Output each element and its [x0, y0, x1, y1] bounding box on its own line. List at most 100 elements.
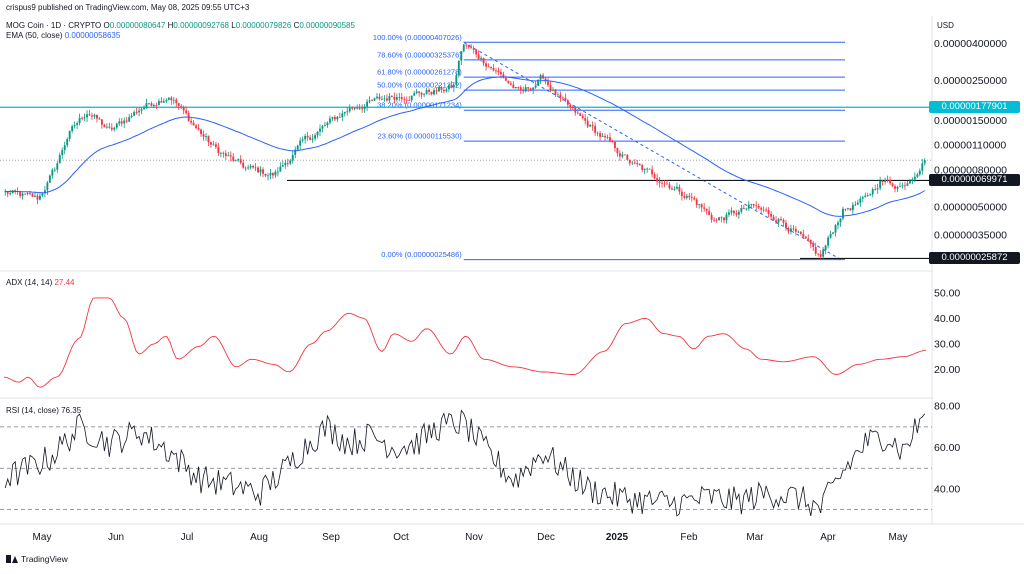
candle-body — [618, 153, 621, 157]
price-tick-label: 0.00000110000 — [934, 139, 1006, 151]
candle-body — [420, 93, 423, 95]
candle-body — [827, 237, 830, 246]
candle-body — [519, 87, 522, 91]
candle-body — [430, 91, 433, 95]
candle-body — [105, 126, 108, 128]
candle-body — [252, 166, 255, 168]
candle-body — [584, 118, 587, 121]
low-label: L — [231, 21, 236, 30]
brand-text: TradingView — [21, 554, 68, 564]
candle-body — [398, 97, 401, 98]
candle-body — [923, 160, 926, 164]
candle-body — [901, 185, 904, 187]
candle-body — [539, 75, 542, 80]
candle-body — [46, 182, 49, 191]
candle-body — [200, 129, 202, 135]
candle-body — [765, 209, 768, 211]
candle-body — [834, 225, 837, 233]
candle-body — [693, 197, 696, 200]
symbol-name[interactable]: MOG Coin · 1D · CRYPTO — [6, 21, 102, 30]
candle-body — [564, 97, 567, 101]
candle-body — [180, 106, 183, 107]
candle-body — [328, 118, 331, 123]
candle-body — [747, 204, 750, 209]
fib-level-label: 0.00% (0.00000025486) — [381, 250, 462, 259]
candle-body — [450, 85, 453, 88]
candle-body — [294, 149, 297, 155]
candle-body — [599, 133, 602, 137]
candle-body — [591, 125, 594, 127]
open-label: O — [103, 21, 110, 30]
candle-body — [207, 136, 210, 143]
candle-body — [671, 188, 673, 190]
candle-body — [316, 131, 319, 136]
candle-body — [338, 116, 341, 118]
candle-body — [324, 125, 326, 127]
candle-body — [760, 207, 763, 210]
candle-body — [566, 100, 569, 105]
candle-body — [596, 132, 599, 134]
candle-body — [76, 123, 79, 126]
candle-body — [224, 153, 227, 157]
candle-body — [586, 120, 589, 127]
candle-body — [333, 117, 336, 120]
candle-body — [916, 174, 919, 177]
candle-body — [61, 150, 64, 156]
candle-body — [113, 127, 116, 130]
candle-body — [445, 89, 448, 92]
candle-body — [542, 75, 545, 79]
candle-body — [155, 105, 158, 107]
candle-body — [269, 173, 272, 176]
candle-body — [807, 238, 810, 240]
tradingview-brand[interactable]: TradingView — [6, 554, 68, 564]
time-axis-label: Oct — [393, 532, 409, 543]
candle-body — [809, 239, 812, 244]
candle-body — [138, 110, 141, 113]
candle-body — [750, 203, 753, 205]
candle-body — [41, 193, 44, 196]
candle-body — [891, 183, 894, 187]
candle-body — [433, 90, 435, 95]
candle-body — [346, 111, 349, 113]
candle-body — [110, 127, 113, 130]
candle-body — [715, 220, 718, 222]
candle-body — [725, 214, 728, 221]
candle-body — [472, 48, 475, 50]
candle-body — [918, 170, 921, 175]
candle-body — [864, 195, 867, 198]
candle-body — [713, 219, 716, 221]
ema-legend[interactable]: EMA (50, close) 0.00000058635 — [6, 31, 120, 41]
candle-body — [331, 117, 334, 119]
candle-body — [96, 114, 98, 119]
candle-body — [115, 123, 118, 128]
candle-body — [254, 167, 257, 169]
candle-body — [234, 160, 237, 162]
candle-body — [842, 208, 844, 219]
candle-body — [366, 101, 369, 107]
candle-body — [678, 187, 681, 192]
candle-body — [133, 112, 136, 116]
rsi-legend[interactable]: RSI (14, close) 76.35 — [6, 406, 81, 416]
candle-body — [497, 70, 500, 73]
candle-body — [145, 103, 148, 109]
candle-body — [799, 231, 802, 234]
candle-body — [683, 196, 686, 198]
candle-body — [475, 49, 478, 55]
candle-body — [465, 44, 468, 46]
candle-body — [703, 207, 706, 209]
price-tick-label: 0.00000080000 — [934, 164, 1007, 176]
candle-body — [257, 167, 259, 173]
candle-body — [98, 118, 101, 120]
candle-body — [321, 126, 324, 129]
candle-body — [762, 209, 765, 211]
rsi-tick-label: 60.00 — [934, 442, 960, 454]
candle-body — [690, 197, 693, 199]
candle-body — [353, 108, 356, 110]
adx-tick-label: 40.00 — [934, 313, 960, 325]
adx-legend[interactable]: ADX (14, 14) 27.44 — [6, 278, 75, 288]
candle-body — [856, 202, 859, 205]
candle-body — [262, 169, 264, 174]
candle-body — [661, 182, 663, 184]
